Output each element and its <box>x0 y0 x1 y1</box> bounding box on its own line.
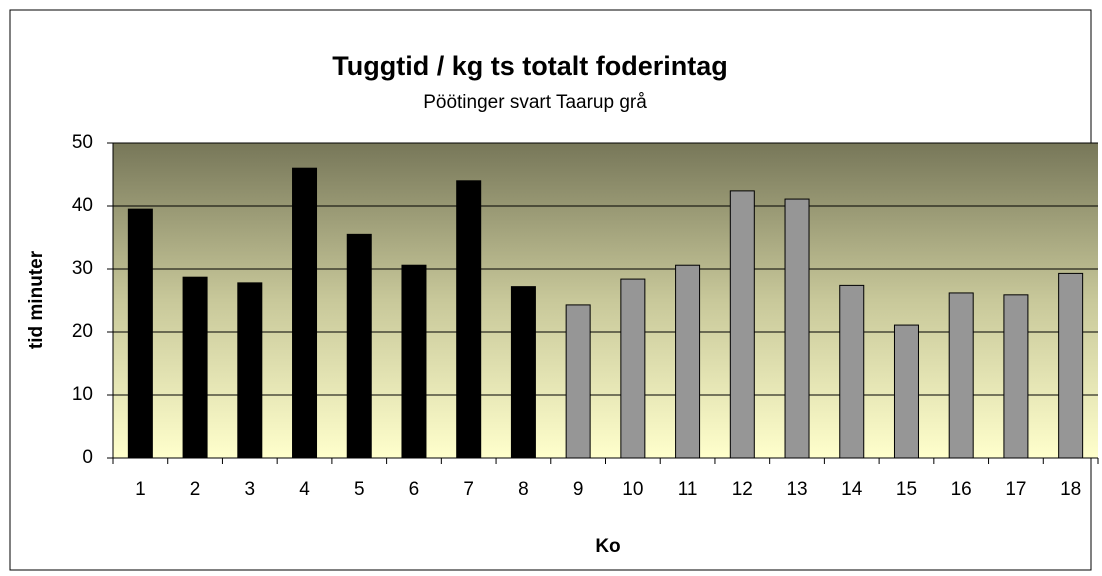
bar <box>675 264 701 459</box>
x-tick-label: 8 <box>518 479 529 500</box>
bar <box>456 180 482 459</box>
bar <box>620 278 646 459</box>
bar <box>237 282 263 459</box>
bar <box>784 198 810 459</box>
bar <box>893 324 919 459</box>
x-tick-label: 18 <box>1060 479 1081 500</box>
bar <box>839 284 865 459</box>
x-tick-label: 15 <box>896 479 917 500</box>
x-tick-label: 17 <box>1005 479 1026 500</box>
x-tick-label: 10 <box>622 479 643 500</box>
x-axis-label: Ko <box>595 536 620 557</box>
x-tick-label: 11 <box>678 479 698 500</box>
x-tick-label: 12 <box>732 479 753 500</box>
x-tick-label: 2 <box>190 479 201 500</box>
bar <box>401 264 427 459</box>
y-tick-label: 40 <box>72 195 93 216</box>
bar <box>948 292 974 459</box>
x-tick-label: 13 <box>786 479 807 500</box>
x-tick-label: 3 <box>245 479 256 500</box>
y-tick-label: 20 <box>72 321 93 342</box>
bar <box>510 286 536 459</box>
bar <box>729 190 755 459</box>
chart-title: Tuggtid / kg ts totalt foderintag <box>332 51 727 81</box>
x-tick-label: 4 <box>299 479 310 500</box>
bar <box>1058 272 1084 459</box>
bar <box>1003 294 1029 459</box>
x-tick-label: 14 <box>841 479 863 500</box>
bar <box>127 208 153 459</box>
y-tick-label: 30 <box>72 258 93 279</box>
x-tick-label: 5 <box>354 479 365 500</box>
x-tick-label: 9 <box>573 479 584 500</box>
chart-subtitle: Pöötinger svart Taarup grå <box>423 92 647 113</box>
y-tick-label: 0 <box>82 447 93 468</box>
bar <box>346 233 372 459</box>
bar <box>182 276 208 459</box>
x-tick-label: 6 <box>409 479 420 500</box>
bar <box>292 167 318 459</box>
bar <box>565 304 591 459</box>
y-tick-label: 10 <box>72 384 93 405</box>
x-tick-label: 7 <box>463 479 474 500</box>
y-tick-label: 50 <box>72 132 93 153</box>
y-axis-label: tid minuter <box>26 250 47 349</box>
x-tick-label: 16 <box>951 479 972 500</box>
plot-area <box>113 143 1098 458</box>
x-tick-label: 1 <box>135 479 146 500</box>
